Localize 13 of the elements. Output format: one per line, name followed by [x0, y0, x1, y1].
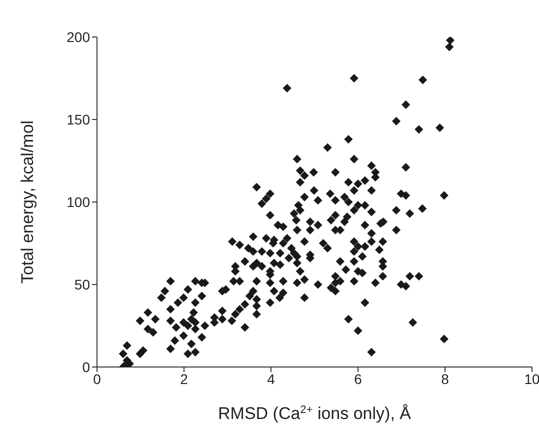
x-tick-label: 6 [354, 370, 362, 387]
x-tick-label: 0 [93, 370, 102, 387]
x-tick-label: 2 [180, 370, 188, 387]
y-tick-label: 50 [74, 276, 90, 292]
y-tick-label: 100 [66, 194, 90, 210]
y-tick-label: 200 [66, 28, 90, 45]
y-tick-label: 150 [66, 111, 90, 128]
x-axis-title: RMSD (Ca$^{2+}$ ions only), Å [218, 404, 412, 423]
x-tick-label: 4 [267, 370, 276, 387]
x-tick-label: 10 [524, 370, 539, 387]
x-tick-label: 8 [441, 370, 450, 387]
y-axis-title: Total energy, kcal/mol [18, 120, 37, 284]
y-tick-label: 0 [82, 358, 90, 375]
